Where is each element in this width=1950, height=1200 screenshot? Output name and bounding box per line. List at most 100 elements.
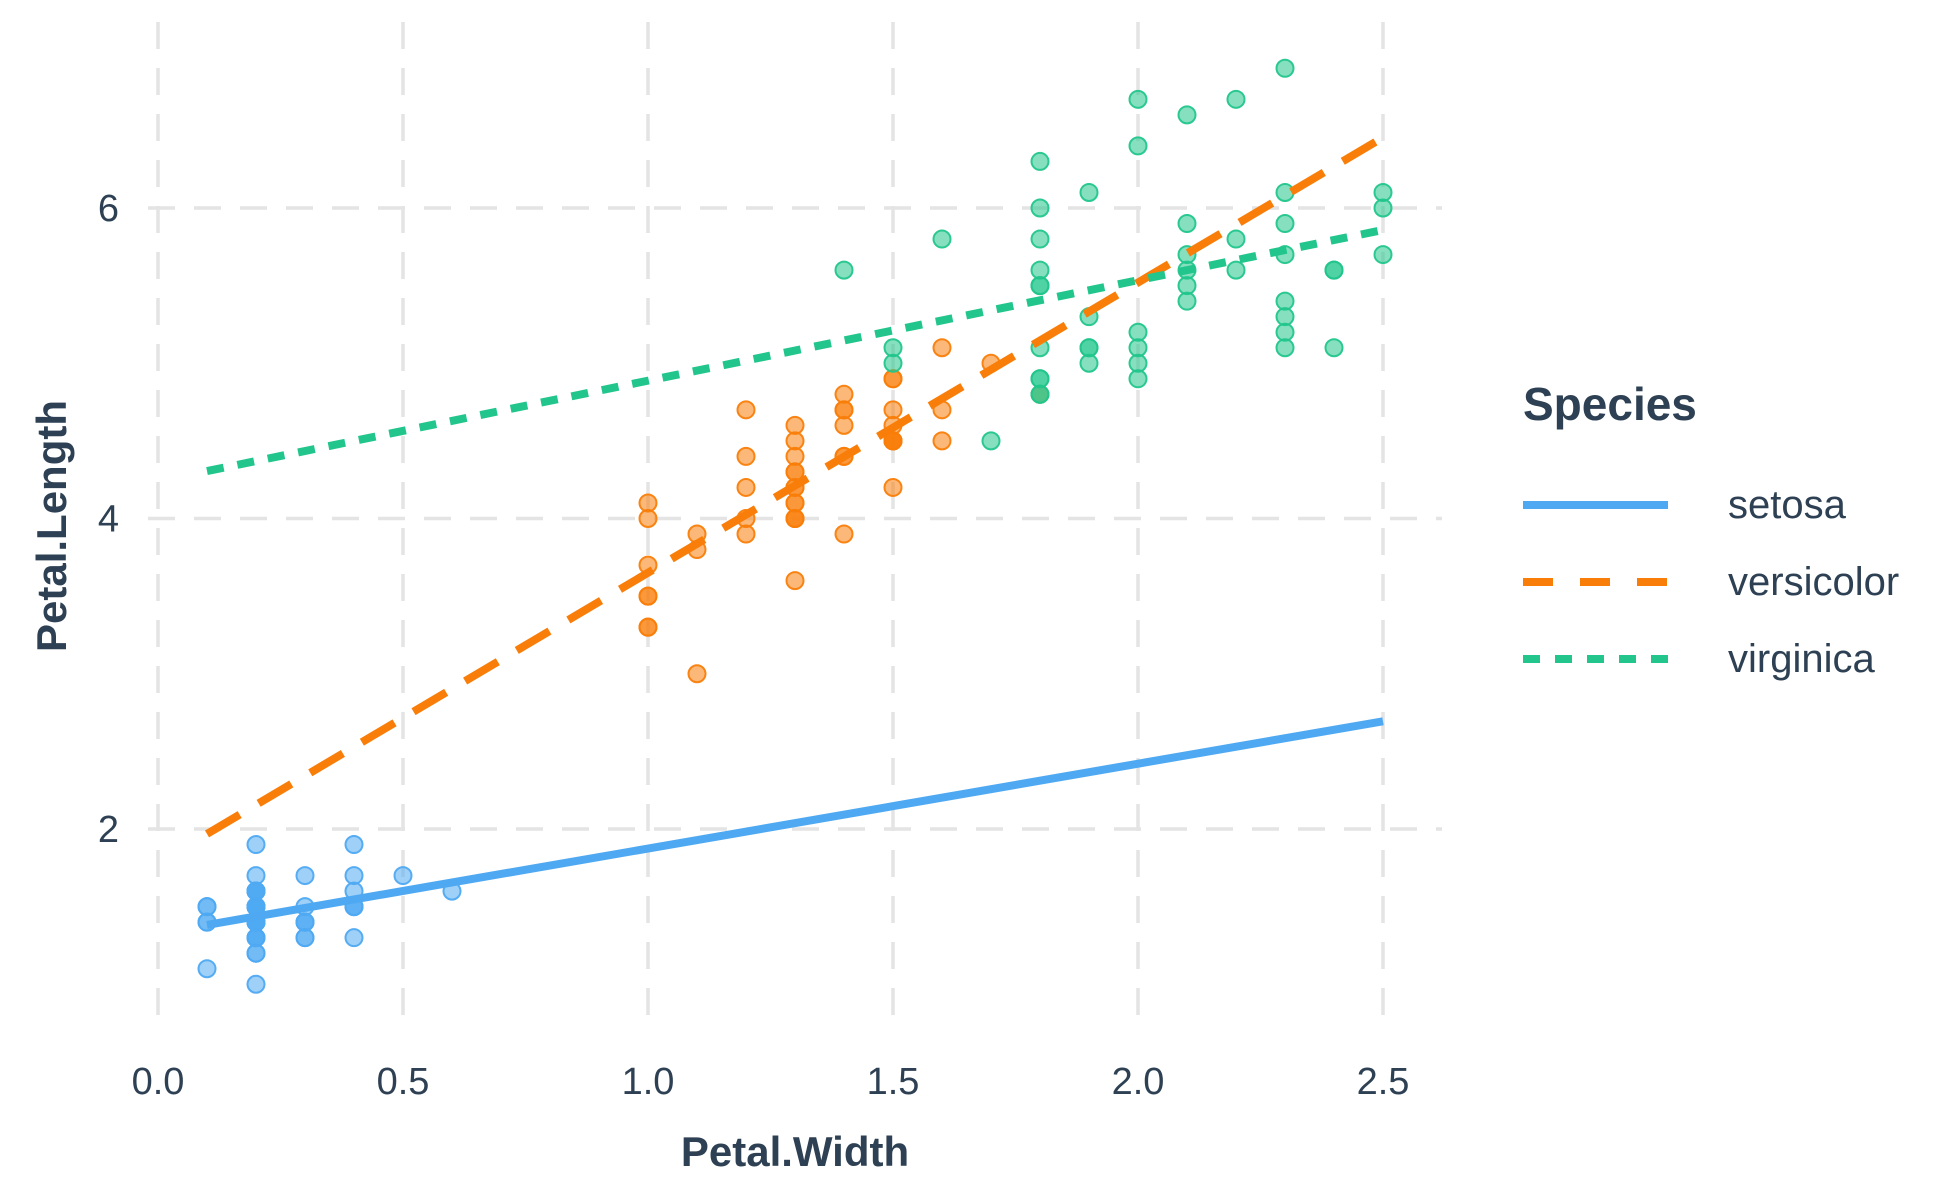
data-point-setosa (344, 866, 364, 886)
data-point-versicolor (785, 493, 805, 513)
data-point-virginica (1226, 89, 1246, 109)
data-point-virginica (1226, 229, 1246, 249)
data-point-versicolor (834, 415, 854, 435)
data-point-virginica (1324, 260, 1344, 280)
trend-lines (204, 133, 1386, 929)
data-point-virginica (1324, 338, 1344, 358)
data-point-versicolor (785, 431, 805, 451)
data-point-versicolor (932, 431, 952, 451)
data-point-setosa (393, 866, 413, 886)
data-point-virginica (1275, 322, 1295, 342)
x-tick-label: 2.0 (1112, 1061, 1165, 1103)
data-point-virginica (932, 229, 952, 249)
legend-item-label: versicolor (1728, 559, 1900, 604)
data-point-virginica (1177, 214, 1197, 234)
data-point-virginica (1275, 291, 1295, 311)
legend-item-setosa: setosa (1523, 480, 1943, 530)
data-point-virginica (1177, 276, 1197, 296)
data-point-versicolor (638, 493, 658, 513)
legend-key-solid-line (1523, 501, 1668, 510)
data-point-virginica (1128, 322, 1148, 342)
data-point-virginica (883, 353, 903, 373)
data-point-versicolor (785, 571, 805, 591)
series-virginica-points (834, 58, 1393, 451)
data-point-versicolor (834, 384, 854, 404)
trend-line-setosa (206, 717, 1384, 929)
axis-tick-labels: 0.0 0.5 1.0 1.5 2.0 2.5 2 4 6 (98, 188, 1410, 1103)
data-point-setosa (197, 959, 217, 979)
data-point-versicolor (638, 509, 658, 528)
legend-item-versicolor: versicolor (1523, 557, 1943, 607)
data-point-versicolor (785, 446, 805, 466)
data-point-virginica (1030, 369, 1050, 389)
data-point-virginica (981, 431, 1001, 451)
data-point-setosa (295, 912, 315, 932)
data-point-virginica (1030, 384, 1050, 404)
data-point-virginica (834, 260, 854, 280)
data-point-versicolor (834, 400, 854, 420)
data-point-versicolor (932, 338, 952, 358)
data-point-virginica (1373, 182, 1393, 202)
data-point-virginica (1226, 260, 1246, 280)
y-tick-label: 2 (98, 809, 119, 851)
data-point-virginica (1030, 151, 1050, 171)
data-point-setosa (197, 897, 217, 917)
gridlines (148, 22, 1442, 1030)
data-point-versicolor (785, 415, 805, 435)
legend-items: setosa versicolor virginica (1523, 480, 1943, 684)
data-point-virginica (1275, 214, 1295, 234)
data-point-versicolor (785, 462, 805, 482)
data-point-versicolor (736, 400, 756, 420)
data-point-virginica (1373, 198, 1393, 218)
series-versicolor-points (638, 338, 1050, 684)
x-tick-label: 0.0 (132, 1061, 185, 1103)
data-point-versicolor (736, 477, 756, 497)
data-point-virginica (1275, 58, 1295, 78)
data-point-virginica (1177, 291, 1197, 311)
y-axis-title: Petal.Length (28, 399, 75, 653)
x-tick-label: 0.5 (377, 1061, 430, 1103)
data-point-virginica (1079, 182, 1099, 202)
data-point-setosa (344, 928, 364, 948)
data-point-setosa (295, 928, 315, 948)
data-point-versicolor (883, 477, 903, 497)
data-point-virginica (1128, 369, 1148, 389)
data-point-virginica (1079, 338, 1099, 358)
data-point-versicolor (638, 586, 658, 606)
legend: Species setosa versicolor virginica (1523, 372, 1943, 711)
x-tick-label: 2.5 (1357, 1061, 1410, 1103)
x-tick-label: 1.0 (622, 1061, 675, 1103)
data-point-versicolor (883, 369, 903, 389)
data-point-virginica (883, 338, 903, 358)
legend-title: Species (1523, 378, 1697, 430)
data-point-versicolor (834, 524, 854, 544)
data-point-versicolor (736, 524, 756, 544)
data-point-versicolor (785, 509, 805, 528)
y-tick-label: 6 (98, 188, 119, 230)
data-point-virginica (1177, 105, 1197, 125)
data-point-virginica (1030, 198, 1050, 218)
data-point-setosa (246, 943, 266, 963)
legend-item-label: virginica (1728, 636, 1875, 681)
x-tick-label: 1.5 (867, 1061, 920, 1103)
data-point-versicolor (687, 664, 707, 684)
trend-line-versicolor (204, 133, 1386, 838)
data-point-versicolor (883, 400, 903, 420)
data-point-setosa (246, 866, 266, 886)
data-point-virginica (1128, 338, 1148, 358)
legend-key-longdash-line (1523, 578, 1668, 587)
data-point-setosa (295, 866, 315, 886)
data-point-virginica (1030, 229, 1050, 249)
data-point-virginica (1275, 307, 1295, 327)
data-point-virginica (1079, 353, 1099, 373)
data-point-setosa (246, 974, 266, 994)
data-point-virginica (1373, 245, 1393, 265)
legend-item-label: setosa (1728, 482, 1846, 527)
x-axis-title: Petal.Width (680, 1128, 910, 1175)
data-point-versicolor (736, 446, 756, 466)
data-point-virginica (1128, 89, 1148, 109)
data-point-setosa (246, 881, 266, 901)
data-point-setosa (246, 928, 266, 948)
